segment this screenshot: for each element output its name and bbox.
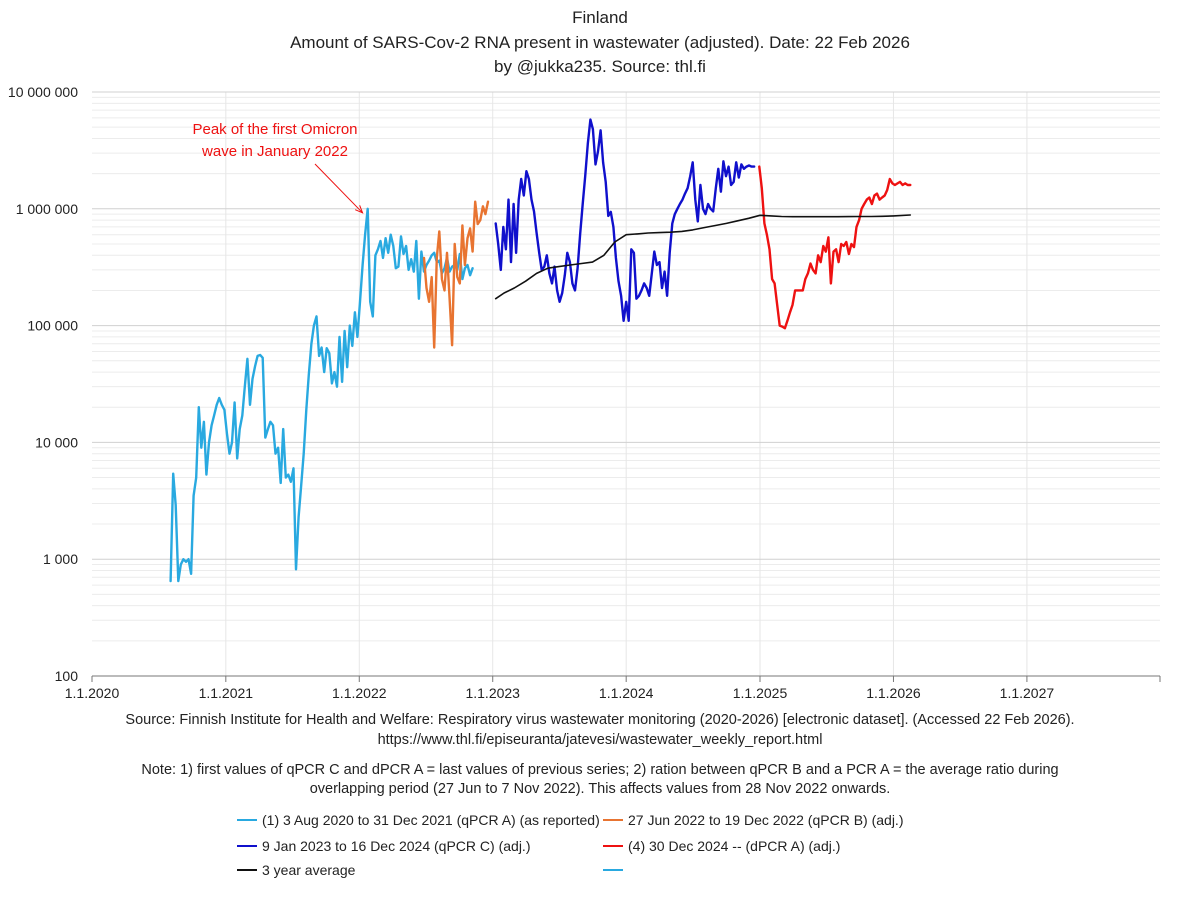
y-tick-label: 1 000 bbox=[43, 551, 78, 567]
source-url: https://www.thl.fi/episeuranta/jatevesi/… bbox=[377, 732, 823, 748]
y-tick-label: 10 000 bbox=[35, 434, 78, 450]
x-tick-label: 1.1.2021 bbox=[199, 685, 254, 701]
legend-swatch bbox=[237, 845, 257, 847]
annotation-line-1: Peak of the first Omicron bbox=[192, 121, 357, 138]
annotation-arrow-head bbox=[354, 205, 364, 214]
legend-label: (4) 30 Dec 2024 -- (dPCR A) (adj.) bbox=[628, 838, 841, 854]
x-tick-label: 1.1.2026 bbox=[866, 685, 921, 701]
note-line-1: Note: 1) first values of qPCR C and dPCR… bbox=[141, 762, 1059, 778]
annotation: Peak of the first Omicron wave in Januar… bbox=[192, 121, 364, 214]
legend-label: 3 year average bbox=[262, 862, 356, 878]
y-tick-label: 100 000 bbox=[27, 318, 78, 334]
chart-title: Finland bbox=[572, 8, 628, 27]
legend-item-average: 3 year average bbox=[237, 861, 355, 879]
annotation-arrow-line bbox=[314, 163, 363, 214]
series-qpcr-c-line bbox=[494, 118, 756, 322]
legend-item-blank bbox=[603, 861, 628, 879]
legend-label: 9 Jan 2023 to 16 Dec 2024 (qPCR C) (adj.… bbox=[262, 838, 531, 854]
x-tick-label: 1.1.2024 bbox=[599, 685, 654, 701]
legend-item-series-2: 27 Jun 2022 to 19 Dec 2022 (qPCR B) (adj… bbox=[603, 811, 904, 829]
legend-item-series-1: (1) 3 Aug 2020 to 31 Dec 2021 (qPCR A) (… bbox=[237, 811, 600, 829]
y-tick-label: 1 000 000 bbox=[16, 201, 78, 217]
series-3-year-average-line bbox=[494, 214, 912, 300]
series-qpcr-b-line bbox=[422, 200, 490, 349]
grid bbox=[92, 91, 1160, 677]
legend-swatch bbox=[237, 869, 257, 871]
x-tick-label: 1.1.2023 bbox=[465, 685, 520, 701]
legend-label: (1) 3 Aug 2020 to 31 Dec 2021 (qPCR A) (… bbox=[262, 812, 600, 828]
series-group bbox=[169, 118, 912, 583]
annotation-line-2: wave in January 2022 bbox=[201, 143, 348, 160]
y-tick-label: 10 000 000 bbox=[8, 84, 78, 100]
legend-swatch bbox=[603, 819, 623, 821]
y-axis: 100 1 000 10 000 100 000 1 000 000 10 000 000 bbox=[8, 84, 78, 684]
legend-swatch bbox=[603, 845, 623, 847]
source-line-1: Source: Finnish Institute for Health and… bbox=[125, 712, 1075, 728]
x-tick-label: 1.1.2025 bbox=[733, 685, 788, 701]
legend-item-series-3: 9 Jan 2023 to 16 Dec 2024 (qPCR C) (adj.… bbox=[237, 837, 530, 855]
series-qpcr-a-line bbox=[169, 207, 474, 583]
x-axis: 1.1.2020 1.1.2021 1.1.2022 1.1.2023 1.1.2024… bbox=[65, 675, 1161, 701]
legend-label: 27 Jun 2022 to 19 Dec 2022 (qPCR B) (adj… bbox=[628, 812, 904, 828]
legend-swatch bbox=[237, 819, 257, 821]
chart-byline: by @jukka235. Source: thl.fi bbox=[494, 57, 706, 76]
legend-item-series-4: (4) 30 Dec 2024 -- (dPCR A) (adj.) bbox=[603, 837, 840, 855]
series-dpcr-a-line bbox=[758, 165, 912, 330]
legend-swatch bbox=[603, 869, 623, 871]
chart-subtitle: Amount of SARS-Cov-2 RNA present in wast… bbox=[290, 33, 910, 52]
y-tick-label: 100 bbox=[55, 668, 79, 684]
x-tick-label: 1.1.2022 bbox=[332, 685, 387, 701]
note-line-2: overlapping period (27 Jun to 7 Nov 2022… bbox=[309, 781, 891, 797]
x-tick-label: 1.1.2020 bbox=[65, 685, 120, 701]
x-tick-label: 1.1.2027 bbox=[1000, 685, 1055, 701]
